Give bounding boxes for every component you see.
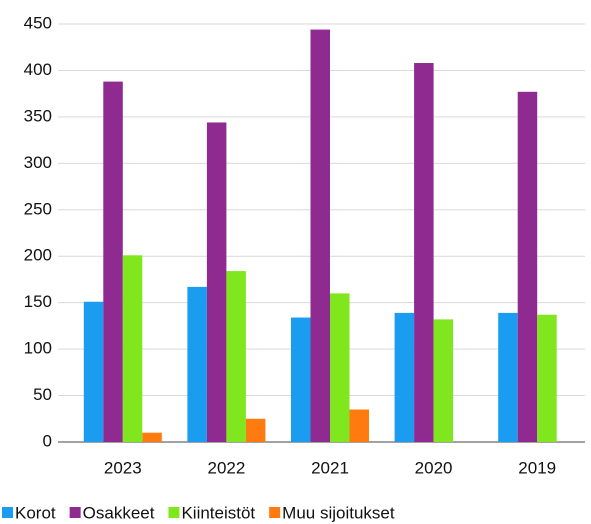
x-tick-label: 2023 bbox=[104, 458, 142, 477]
y-tick-label: 450 bbox=[24, 13, 52, 32]
y-tick-label: 150 bbox=[24, 292, 52, 311]
legend-label: Muu sijoitukset bbox=[282, 503, 395, 522]
y-tick-label: 100 bbox=[24, 339, 52, 358]
bar bbox=[291, 317, 311, 442]
legend-label: Korot bbox=[15, 503, 56, 522]
bar bbox=[310, 29, 330, 442]
bar bbox=[433, 319, 454, 442]
y-tick-label: 0 bbox=[43, 431, 52, 450]
x-tick-label: 2019 bbox=[518, 458, 556, 477]
y-tick-label: 250 bbox=[24, 199, 52, 218]
y-tick-label: 350 bbox=[24, 106, 52, 125]
bar bbox=[103, 81, 123, 442]
legend-swatch bbox=[269, 507, 281, 518]
x-tick-label: 2022 bbox=[207, 458, 245, 477]
bar bbox=[226, 271, 246, 442]
y-tick-label: 300 bbox=[24, 153, 52, 172]
y-tick-label: 200 bbox=[24, 246, 52, 265]
bar bbox=[245, 418, 266, 442]
x-tick-label: 2020 bbox=[415, 458, 453, 477]
bar bbox=[349, 409, 369, 442]
bar bbox=[206, 122, 227, 442]
bar bbox=[498, 312, 518, 442]
bar bbox=[187, 286, 207, 442]
bar bbox=[414, 63, 434, 442]
bar bbox=[394, 312, 415, 442]
bar bbox=[517, 91, 538, 442]
legend-swatch bbox=[2, 507, 13, 518]
y-tick-label: 400 bbox=[24, 60, 52, 79]
bar bbox=[537, 314, 557, 442]
y-tick-label: 50 bbox=[33, 385, 52, 404]
bar bbox=[83, 301, 104, 442]
bar bbox=[122, 255, 143, 442]
x-tick-label: 2021 bbox=[311, 458, 349, 477]
legend-swatch bbox=[69, 507, 81, 518]
bar bbox=[142, 432, 162, 442]
legend-label: Osakkeet bbox=[83, 503, 155, 522]
legend-label: Kiinteistöt bbox=[181, 503, 255, 522]
legend-swatch bbox=[168, 507, 180, 518]
bar bbox=[330, 293, 350, 442]
